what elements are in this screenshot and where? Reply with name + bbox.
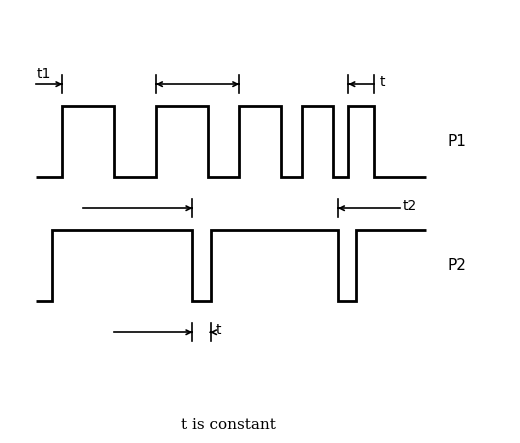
Text: t: t bbox=[380, 75, 385, 89]
Text: t1: t1 bbox=[36, 66, 51, 81]
Text: P2: P2 bbox=[447, 258, 466, 273]
Text: t: t bbox=[216, 323, 222, 337]
Text: t2: t2 bbox=[403, 199, 417, 213]
Text: t is constant: t is constant bbox=[181, 418, 276, 432]
Text: P1: P1 bbox=[447, 134, 466, 149]
